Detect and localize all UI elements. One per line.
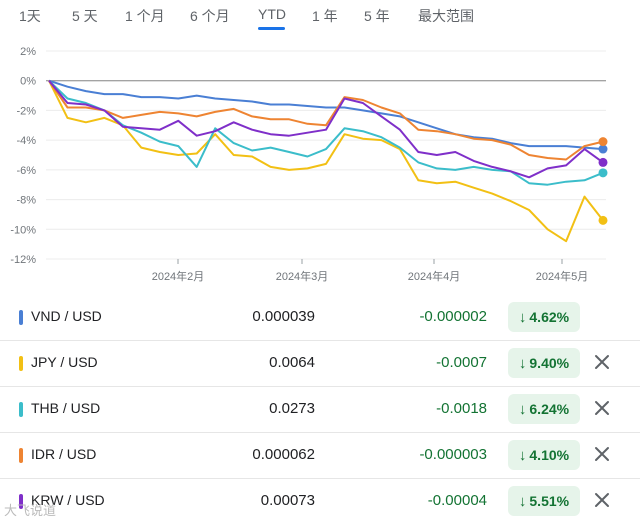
arrow-down-icon: ↓ — [518, 492, 527, 510]
change-value: -0.0018 — [436, 400, 487, 417]
x-tick-label: 2024年4月 — [408, 269, 461, 283]
percent-change-badge: ↓ 6.24% — [508, 394, 580, 424]
currency-pair-label: THB / USD — [31, 400, 101, 416]
series-color-swatch — [19, 494, 23, 509]
change-value: -0.0007 — [436, 354, 487, 371]
y-tick-label: -2% — [16, 105, 36, 117]
x-tick-label: 2024年5月 — [536, 269, 589, 283]
currency-pair-label: VND / USD — [31, 308, 102, 324]
y-tick-label: -8% — [16, 195, 36, 207]
y-tick-label: -10% — [10, 224, 36, 236]
tab-max[interactable]: 最大范围 — [418, 8, 474, 24]
list-item[interactable]: KRW / USD 0.00073 -0.00004 ↓ 5.51% — [0, 479, 640, 524]
price-value: 0.0064 — [269, 354, 315, 371]
y-tick-label: -12% — [10, 254, 36, 266]
percent-change-text: 9.40% — [529, 355, 570, 371]
y-tick-label: 2% — [20, 46, 36, 58]
tab-5d[interactable]: 5 天 — [72, 8, 98, 24]
currency-line-chart: 2% 0% -2% -4% -6% -8% -10% -12% 2024年2月 2024年3月 2… — [10, 46, 608, 283]
series-endpoint-krw — [598, 157, 608, 167]
list-item[interactable]: IDR / USD 0.000062 -0.000003 ↓ 4.10% — [0, 433, 640, 479]
list-item[interactable]: THB / USD 0.0273 -0.0018 ↓ 6.24% — [0, 387, 640, 433]
percent-change-text: 5.51% — [529, 493, 570, 509]
change-value: -0.000003 — [419, 446, 487, 463]
change-value: -0.000002 — [419, 308, 487, 325]
percent-change-badge: ↓ 5.51% — [508, 486, 580, 516]
series-endpoint-jpy — [598, 215, 608, 225]
y-tick-label: -6% — [16, 165, 36, 177]
change-value: -0.00004 — [427, 492, 487, 509]
percent-change-text: 6.24% — [529, 401, 570, 417]
x-tick-label: 2024年2月 — [152, 269, 205, 283]
arrow-down-icon: ↓ — [518, 308, 527, 326]
tab-ytd[interactable]: YTD — [258, 6, 286, 22]
arrow-down-icon: ↓ — [518, 354, 527, 372]
percent-change-badge: ↓ 4.10% — [508, 440, 580, 470]
tab-6m[interactable]: 6 个月 — [190, 8, 230, 24]
series-line-vnd — [48, 79, 604, 151]
price-value: 0.000062 — [252, 446, 315, 463]
series-endpoint-idr — [598, 137, 608, 147]
series-line-jpy — [48, 80, 604, 243]
currency-pair-label: IDR / USD — [31, 446, 97, 462]
series-color-swatch — [19, 402, 23, 417]
close-icon[interactable] — [592, 490, 612, 510]
series-endpoint-thb — [598, 168, 608, 178]
currency-pair-label: KRW / USD — [31, 492, 105, 508]
percent-change-text: 4.62% — [529, 309, 570, 325]
price-value: 0.000039 — [252, 308, 315, 325]
y-tick-label: -4% — [16, 135, 36, 147]
arrow-down-icon: ↓ — [518, 446, 527, 464]
series-color-swatch — [19, 448, 23, 463]
series-color-swatch — [19, 310, 23, 325]
tab-1d[interactable]: 1天 — [19, 8, 41, 24]
arrow-down-icon: ↓ — [518, 400, 527, 418]
close-icon[interactable] — [592, 444, 612, 464]
percent-change-badge: ↓ 4.62% — [508, 302, 580, 332]
tab-1m[interactable]: 1 个月 — [125, 8, 165, 24]
x-tick-label: 2024年3月 — [276, 269, 329, 283]
list-item[interactable]: VND / USD 0.000039 -0.000002 ↓ 4.62% — [0, 295, 640, 341]
watermark-text: 大飞说道 — [4, 503, 57, 518]
series-line-idr — [48, 80, 604, 161]
series-endpoint-vnd — [598, 144, 608, 154]
percent-change-text: 4.10% — [529, 447, 570, 463]
active-tab-indicator — [258, 27, 285, 30]
series-line-krw — [48, 80, 604, 179]
time-range-tabs: 1天 5 天 1 个月 6 个月 YTD 1 年 5 年 最大范围 — [0, 0, 640, 34]
close-icon[interactable] — [592, 398, 612, 418]
list-item[interactable]: JPY / USD 0.0064 -0.0007 ↓ 9.40% — [0, 341, 640, 387]
currency-pair-label: JPY / USD — [31, 354, 98, 370]
price-value: 0.0273 — [269, 400, 315, 417]
y-tick-label: 0% — [20, 76, 36, 88]
close-icon[interactable] — [592, 352, 612, 372]
percent-change-badge: ↓ 9.40% — [508, 348, 580, 378]
series-color-swatch — [19, 356, 23, 371]
price-value: 0.00073 — [260, 492, 315, 509]
tab-1y[interactable]: 1 年 — [312, 8, 338, 24]
tab-5y[interactable]: 5 年 — [364, 8, 390, 24]
